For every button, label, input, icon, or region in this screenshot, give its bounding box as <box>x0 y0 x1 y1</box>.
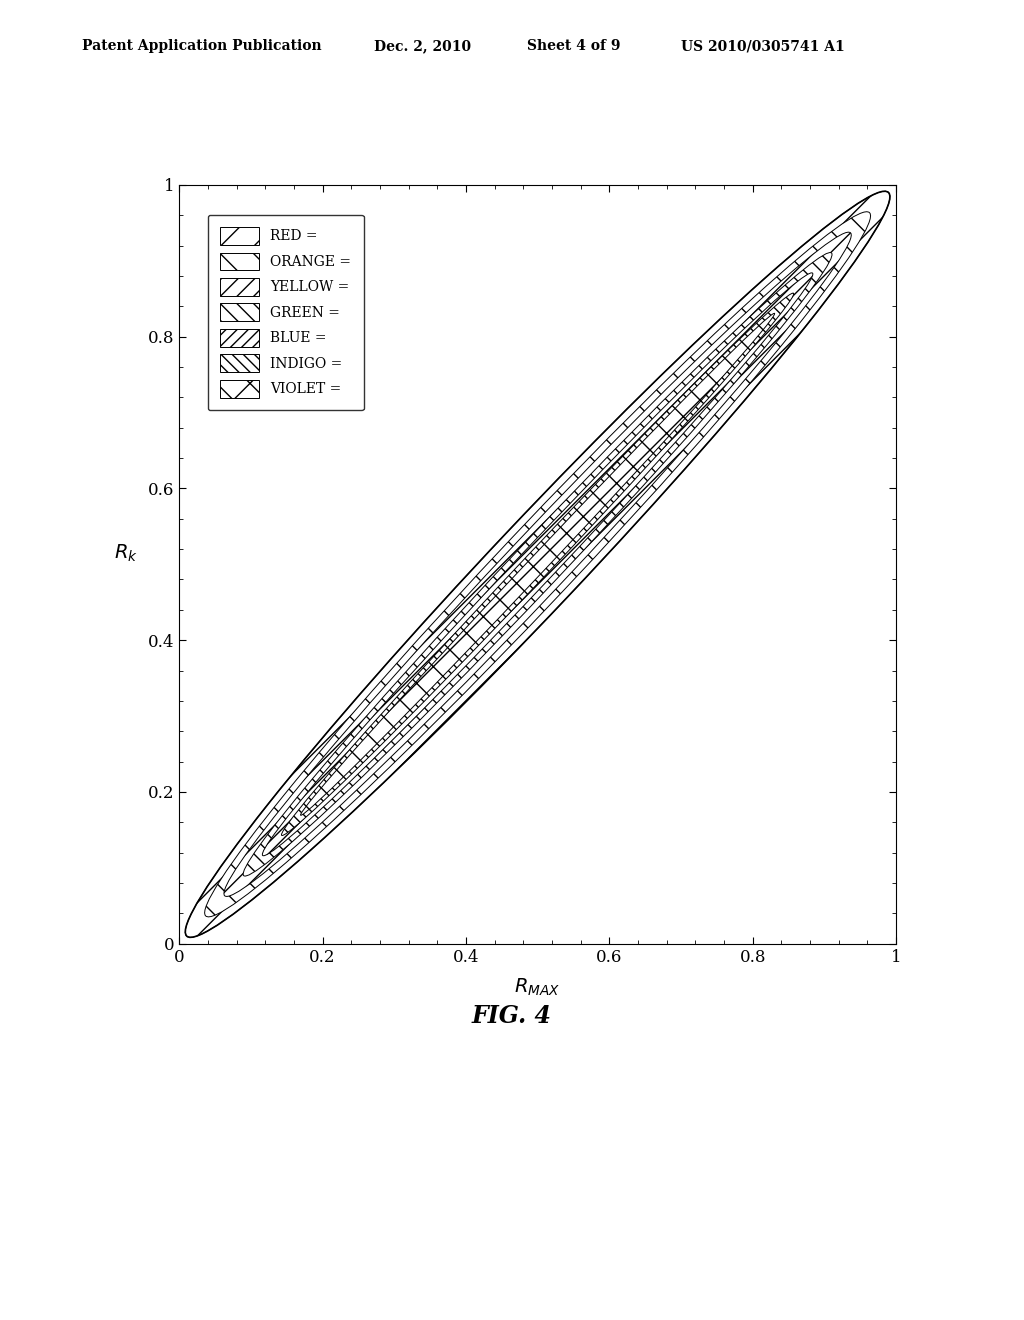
Ellipse shape <box>224 232 851 896</box>
Text: Patent Application Publication: Patent Application Publication <box>82 40 322 53</box>
Text: Sheet 4 of 9: Sheet 4 of 9 <box>527 40 621 53</box>
Legend: RED =, ORANGE =, YELLOW =, GREEN =, BLUE =, INDIGO =, VIOLET =: RED =, ORANGE =, YELLOW =, GREEN =, BLUE… <box>208 215 364 411</box>
Text: US 2010/0305741 A1: US 2010/0305741 A1 <box>681 40 845 53</box>
Ellipse shape <box>185 191 890 937</box>
Ellipse shape <box>301 313 774 816</box>
Ellipse shape <box>262 273 813 855</box>
Ellipse shape <box>243 252 833 876</box>
Text: Dec. 2, 2010: Dec. 2, 2010 <box>374 40 471 53</box>
Y-axis label: $R_k$: $R_k$ <box>114 543 137 565</box>
X-axis label: $R_{MAX}$: $R_{MAX}$ <box>514 977 561 998</box>
Ellipse shape <box>205 211 870 917</box>
Text: FIG. 4: FIG. 4 <box>472 1005 552 1028</box>
Ellipse shape <box>282 293 794 836</box>
